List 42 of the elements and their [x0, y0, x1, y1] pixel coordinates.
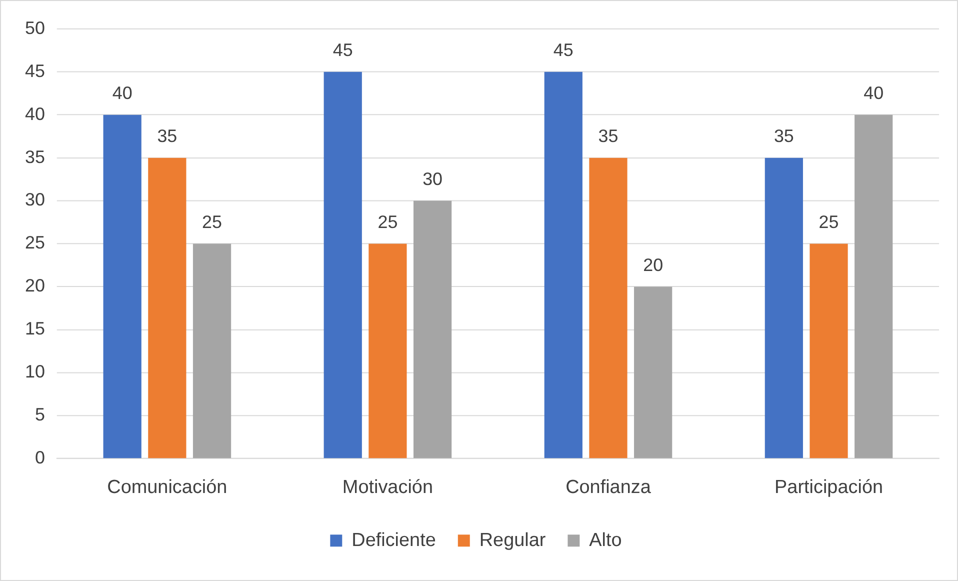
bar [634, 286, 672, 458]
bar [324, 72, 362, 458]
y-tick-label: 35 [24, 146, 45, 167]
legend-label: Regular [479, 530, 546, 551]
y-tick-label: 45 [24, 60, 45, 81]
y-tick-label: 5 [34, 404, 45, 425]
x-tick-label: Motivación [342, 477, 433, 498]
y-tick-label: 0 [34, 448, 45, 468]
bar [192, 244, 232, 458]
bar [854, 114, 893, 458]
data-label: 25 [378, 212, 398, 232]
y-tick-label: 30 [24, 190, 45, 210]
data-label: 35 [774, 126, 794, 146]
bar [544, 72, 582, 458]
bar [368, 244, 407, 458]
y-tick-label: 50 [24, 18, 45, 38]
x-tick-label: Participación [774, 477, 884, 498]
bar [589, 158, 628, 458]
data-label: 20 [643, 254, 664, 275]
bar [810, 244, 848, 458]
legend-label: Deficiente [352, 530, 436, 551]
data-label: 40 [864, 82, 884, 103]
data-label: 45 [332, 40, 353, 60]
data-label: 25 [818, 212, 839, 232]
data-label: 25 [202, 212, 222, 232]
bar [413, 200, 452, 458]
data-label: 30 [422, 168, 443, 189]
data-label: 40 [112, 82, 132, 103]
x-tick-label: Confianza [566, 477, 652, 498]
y-tick-label: 40 [24, 104, 45, 124]
data-label: 35 [157, 126, 178, 146]
y-tick-label: 15 [24, 318, 45, 339]
y-tick-label: 25 [24, 232, 45, 253]
legend-label: Alto [589, 530, 622, 551]
y-tick-label: 20 [24, 276, 45, 296]
data-label: 35 [598, 126, 618, 146]
data-label: 45 [553, 40, 574, 60]
x-tick-label: Comunicación [107, 477, 228, 498]
y-tick-label: 10 [24, 362, 45, 382]
bar [148, 158, 186, 458]
bar [764, 158, 803, 458]
bar [103, 114, 142, 458]
